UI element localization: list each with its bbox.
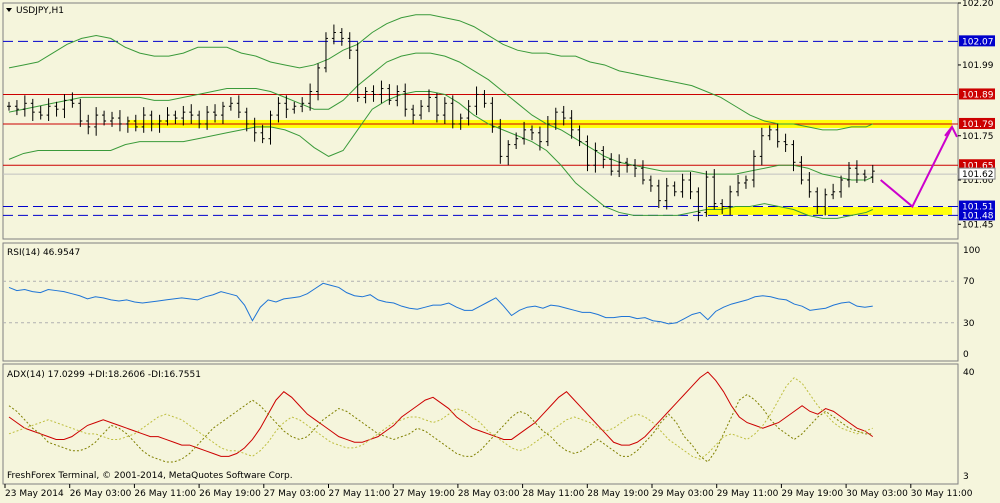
bollinger-lower [8,91,873,219]
time-axis-label: 23 May 2014 [5,489,64,499]
time-axis-label: 26 May 19:00 [199,489,261,499]
price-level-tag [959,88,995,100]
time-axis-label: 26 May 03:00 [70,489,132,499]
price-scale-label: 101.99 [962,61,994,71]
rsi-scale-label: 0 [963,350,969,360]
adx-plus-di-line [8,393,873,463]
price-scale-label: 101.75 [962,132,994,142]
price-scale-label: 102.20 [962,0,994,9]
adx-main-line [8,371,874,457]
copyright-footer: FreshForex Terminal, © 2001-2014, MetaQu… [7,471,293,481]
adx-scale-label: 3 [963,472,969,482]
price-level-tag-label: 102.07 [962,37,994,47]
adx-panel-title: ADX(14) 17.0299 +DI:18.2606 -DI:16.7551 [7,370,201,380]
price-level-tag-label: 101.51 [962,203,994,213]
price-panel-title: USDJPY,H1 [16,6,64,16]
time-axis-label: 27 May 19:00 [393,489,455,499]
price-level-tag [959,117,995,129]
time-axis-label: 29 May 11:00 [717,489,779,499]
time-axis-label: 27 May 11:00 [329,489,391,499]
time-axis-label: 26 May 11:00 [134,489,196,499]
time-axis-label: 28 May 11:00 [523,489,585,499]
bollinger-middle [8,52,873,181]
price-level-tag-label: 101.89 [962,90,994,100]
time-axis-label: 30 May 03:00 [846,489,908,499]
price-level-tag-label: 101.62 [962,170,994,180]
price-level-tag-label: 101.48 [962,211,994,221]
price-level-tag-label: 101.79 [962,120,994,130]
price-level-tag [959,159,995,171]
price-level-tag [959,35,995,47]
time-axis-label: 29 May 03:00 [652,489,714,499]
bollinger-upper [8,14,873,131]
time-axis-label: 27 May 03:00 [264,489,326,499]
panel-frame-1 [2,2,959,240]
panel-frame-3 [2,363,959,485]
price-zone-2 [706,206,952,215]
rsi-panel-title: RSI(14) 46.9547 [7,248,80,258]
rsi-line [8,282,873,325]
price-scale-label: 101.45 [962,220,994,230]
price-level-tag [958,167,996,180]
chart-menu-triangle-icon[interactable] [6,8,12,12]
price-level-tag-label: 101.65 [962,161,994,171]
projection-arrowhead [944,125,958,138]
time-axis-label: 28 May 19:00 [587,489,649,499]
price-level-tag [959,209,995,221]
rsi-scale-label: 100 [963,246,980,256]
price-level-tag [959,200,995,212]
time-axis-label: 29 May 19:00 [781,489,843,499]
rsi-scale-label: 70 [963,277,975,287]
time-axis-label: 30 May 11:00 [911,489,973,499]
rsi-scale-label: 30 [963,319,975,329]
price-scale-label: 101.60 [962,176,994,186]
adx-scale-label: 40 [963,368,975,378]
time-axis-label: 28 May 03:00 [458,489,520,499]
projection-path [880,126,953,209]
panel-frame-2 [2,242,959,362]
